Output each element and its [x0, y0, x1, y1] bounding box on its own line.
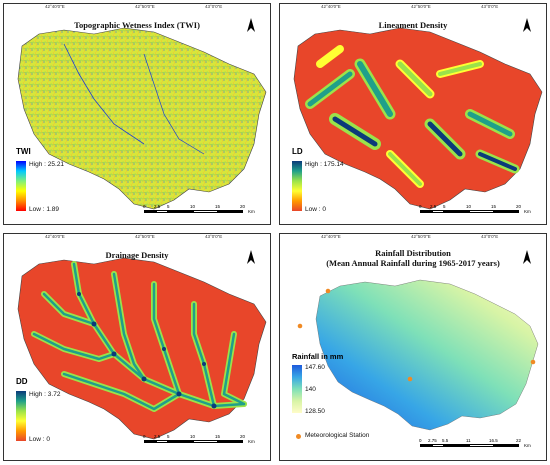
rain-title-line2: (Mean Annual Rainfall during 1965-2017 y…: [326, 258, 500, 268]
dd-map-panel: Drainage Density DD High : 3.72 Low : 0 …: [3, 233, 271, 461]
twi-title: Topographic Wetness Index (TWI): [74, 20, 200, 30]
graticule-top-label: 43°0'0"E: [205, 4, 223, 9]
ld-basin: [293, 27, 543, 210]
station-marker: [407, 376, 413, 382]
graticule-top-label: 42°40'0"E: [321, 234, 341, 239]
rain-title-line1: Rainfall Distribution: [375, 248, 451, 258]
dd-map-svg: [17, 257, 267, 440]
twi-map-svg: [17, 27, 267, 210]
twi-map-panel: Topographic Wetness Index (TWI) TWI High…: [3, 3, 271, 225]
rain-legend-low: 128.50: [305, 408, 325, 415]
graticule-top-label: 42°40'0"E: [321, 4, 341, 9]
station-marker: [530, 359, 536, 365]
north-arrow-icon: [520, 16, 534, 34]
rainfall-map-panel: Rainfall Distribution (Mean Annual Rainf…: [279, 233, 547, 461]
scale-bar: 0 2.75 5.5 11 16.5 22 Km: [419, 438, 531, 448]
ld-map-panel: Lineament Density LD High : 175.14 Low :…: [279, 3, 547, 225]
rain-legend-mid: 140: [305, 386, 316, 393]
rain-legend-high: 147.60: [305, 364, 325, 371]
rainfall-map-svg: [297, 279, 539, 431]
ld-legend-low: Low : 0: [305, 206, 326, 213]
dd-color-ramp: [16, 391, 26, 441]
graticule-top-label: 42°40'0"E: [45, 234, 65, 239]
dd-title: Drainage Density: [105, 250, 169, 260]
north-arrow-icon: [244, 248, 258, 266]
twi-legend-low: Low : 1.89: [29, 206, 59, 213]
dd-legend-high: High : 3.72: [29, 391, 61, 398]
graticule-top-label: 43°0'0"E: [481, 234, 499, 239]
ld-legend-title: LD: [292, 147, 303, 156]
station-legend-label: Meteorological Station: [305, 432, 370, 439]
station-marker: [325, 288, 331, 294]
rain-basin: [315, 279, 539, 431]
station-legend-icon: [296, 434, 301, 439]
dd-legend-low: Low : 0: [29, 436, 50, 443]
graticule-top-label: 42°50'0"E: [135, 234, 155, 239]
station-marker: [297, 323, 303, 329]
graticule-top-label: 42°50'0"E: [411, 234, 431, 239]
dd-basin: [17, 257, 267, 440]
graticule-top-label: 42°50'0"E: [411, 4, 431, 9]
ld-title: Lineament Density: [378, 20, 448, 30]
north-arrow-icon: [520, 248, 534, 266]
ld-legend-high: High : 175.14: [305, 161, 344, 168]
ld-map-svg: [293, 27, 543, 210]
rain-legend-title: Rainfall in mm: [292, 352, 344, 361]
graticule-top-label: 42°40'0"E: [45, 4, 65, 9]
twi-basin: [17, 27, 267, 210]
scale-bar: 0 2.5 5 10 15 20 Km: [419, 204, 531, 214]
twi-legend-title: TWI: [16, 147, 31, 156]
twi-color-ramp: [16, 161, 26, 211]
ld-color-ramp: [292, 161, 302, 211]
graticule-top-label: 42°50'0"E: [135, 4, 155, 9]
twi-legend-high: High : 25.21: [29, 161, 65, 168]
station-markers: [297, 288, 536, 382]
graticule-top-label: 43°0'0"E: [481, 4, 499, 9]
rain-color-ramp: [292, 365, 302, 413]
scale-bar: 0 2.5 5 10 15 20 Km: [143, 434, 255, 444]
graticule-top-label: 43°0'0"E: [205, 234, 223, 239]
north-arrow-icon: [244, 16, 258, 34]
scale-bar: 0 2.5 5 10 15 20 Km: [143, 204, 255, 214]
dd-legend-title: DD: [16, 377, 28, 386]
